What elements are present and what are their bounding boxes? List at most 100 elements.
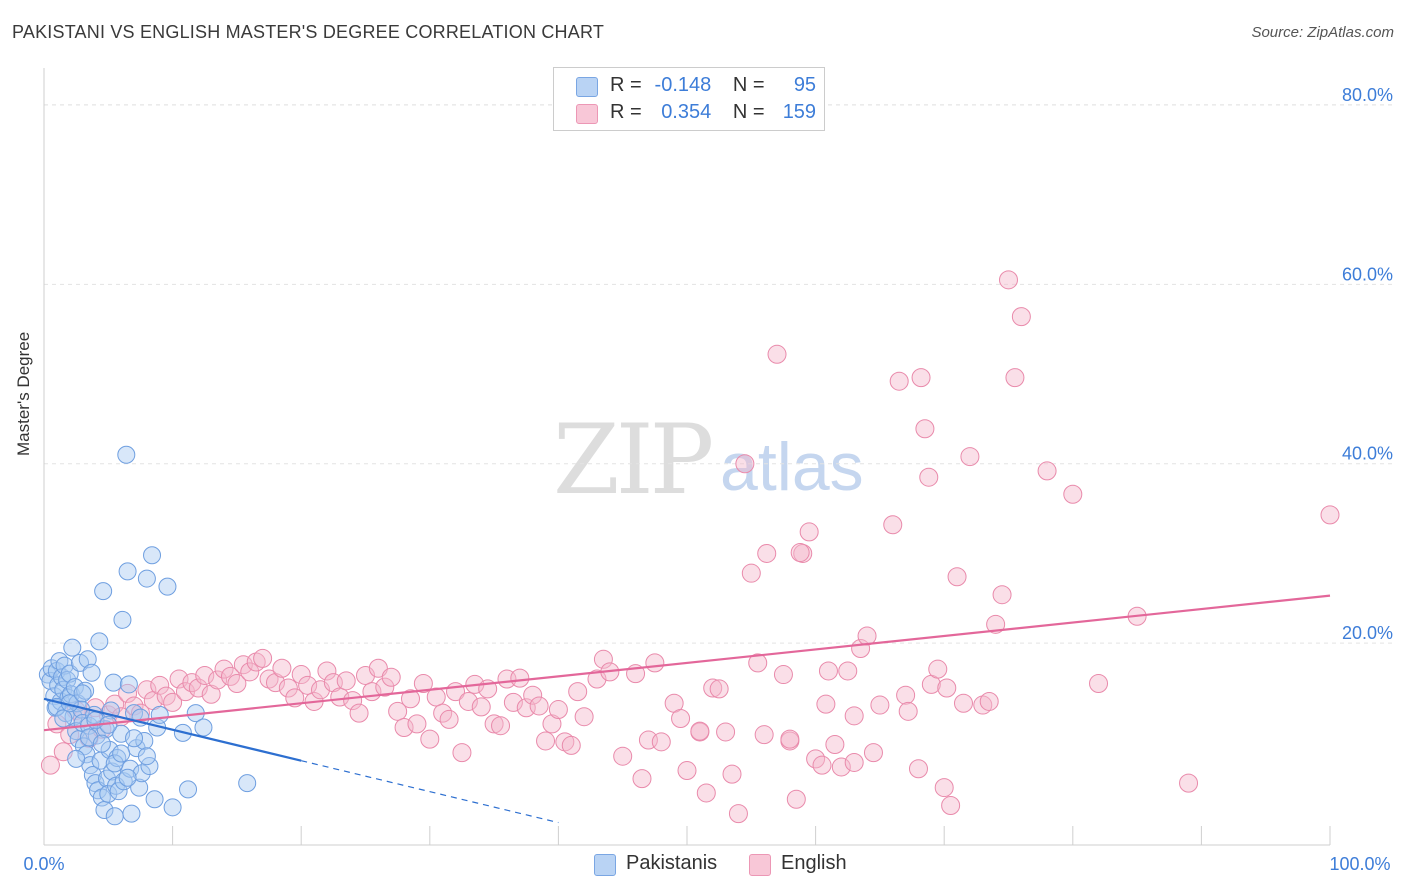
english-point: [883, 515, 903, 535]
watermark-zip: ZIP: [553, 404, 714, 516]
english-point: [413, 674, 433, 694]
english-points: [40, 270, 1340, 824]
english-point: [426, 687, 446, 707]
pakistani-point: [105, 807, 124, 826]
english-point: [960, 447, 980, 467]
pakistani-point: [73, 684, 92, 703]
pakistani-point: [137, 569, 156, 588]
y-tick-label: 60.0%: [1342, 264, 1393, 284]
pakistani-point: [145, 790, 164, 809]
y-tick-label: 80.0%: [1342, 85, 1393, 105]
english-point: [298, 675, 318, 695]
english-point: [246, 652, 266, 672]
english-point: [1089, 674, 1109, 694]
english-point: [1063, 484, 1083, 504]
legend-r-value: -0.148: [654, 74, 712, 96]
english-legend-swatch: [749, 854, 771, 876]
pakistani-points: [38, 445, 257, 826]
english-point: [388, 701, 408, 721]
english-point: [816, 694, 836, 714]
english-point: [741, 563, 761, 583]
english-point: [548, 700, 568, 720]
english-point: [394, 717, 414, 737]
english-point: [510, 668, 530, 688]
english-point: [1320, 505, 1340, 525]
english-point: [137, 680, 157, 700]
legend-r-label: R =: [610, 101, 642, 123]
pakistanis-swatch: [576, 77, 598, 97]
english-point: [214, 659, 234, 679]
english-point: [632, 769, 652, 789]
english-point: [124, 696, 144, 716]
english-point: [722, 764, 742, 784]
english-point: [780, 729, 800, 749]
english-point: [568, 682, 588, 702]
english-point: [471, 697, 491, 717]
english-point: [786, 789, 806, 809]
english-point: [973, 695, 993, 715]
english-point: [703, 678, 723, 698]
english-point: [986, 614, 1006, 634]
legend-n-value: 95: [793, 74, 817, 96]
english-point: [937, 678, 957, 698]
pakistani-point: [143, 546, 162, 565]
english-point: [754, 725, 774, 745]
legend-r-label: R =: [610, 74, 642, 96]
pakistani-point: [104, 673, 123, 692]
pakistani-point: [94, 582, 113, 601]
pakistani-point: [118, 768, 137, 787]
pakistani-point: [105, 754, 124, 773]
pakistani-trend-extension: [301, 760, 559, 824]
trend-lines: [43, 594, 1331, 824]
english-point: [992, 585, 1012, 605]
pakistani-point: [158, 577, 177, 596]
english-point: [953, 693, 973, 713]
english-point: [728, 804, 748, 824]
english-point: [278, 678, 298, 698]
pakistani-point: [113, 610, 132, 629]
english-point: [330, 687, 350, 707]
pakistani-point: [150, 705, 169, 724]
english-point: [208, 670, 228, 690]
english-point: [1037, 461, 1057, 481]
english-point: [844, 706, 864, 726]
english-point: [908, 759, 928, 779]
english-point: [979, 691, 999, 711]
pakistani-point: [112, 744, 131, 763]
english-swatch: [576, 104, 598, 124]
english-legend-label: English: [781, 852, 847, 874]
english-point: [651, 732, 671, 752]
pakistani-point: [122, 804, 141, 823]
english-point: [915, 419, 935, 439]
pakistani-point: [238, 774, 257, 793]
english-point: [150, 675, 170, 695]
pakistani-point: [119, 675, 138, 694]
english-point: [439, 709, 459, 729]
english-point: [40, 755, 60, 775]
pakistani-point: [130, 778, 149, 797]
y-tick-label: 40.0%: [1342, 444, 1393, 464]
english-point: [889, 371, 909, 391]
english-point: [401, 689, 421, 709]
english-point: [671, 709, 691, 729]
english-point: [458, 691, 478, 711]
english-point: [863, 743, 883, 763]
english-point: [542, 714, 562, 734]
english-point: [748, 653, 768, 673]
english-point: [928, 659, 948, 679]
english-point: [349, 703, 369, 723]
english-point: [227, 674, 247, 694]
english-point: [523, 685, 543, 705]
english-point: [857, 626, 877, 646]
english-point: [240, 662, 260, 682]
english-point: [420, 729, 440, 749]
english-point: [253, 648, 273, 668]
english-point: [844, 752, 864, 772]
legend-n-label: N =: [732, 74, 765, 96]
english-point: [536, 731, 556, 751]
english-point: [163, 692, 183, 712]
axes: [43, 68, 1331, 846]
correlation-legend: R = -0.148 N = 95 R = 0.354 N = 159: [553, 67, 825, 131]
pakistani-point: [82, 663, 101, 682]
pakistani-point: [67, 749, 86, 768]
